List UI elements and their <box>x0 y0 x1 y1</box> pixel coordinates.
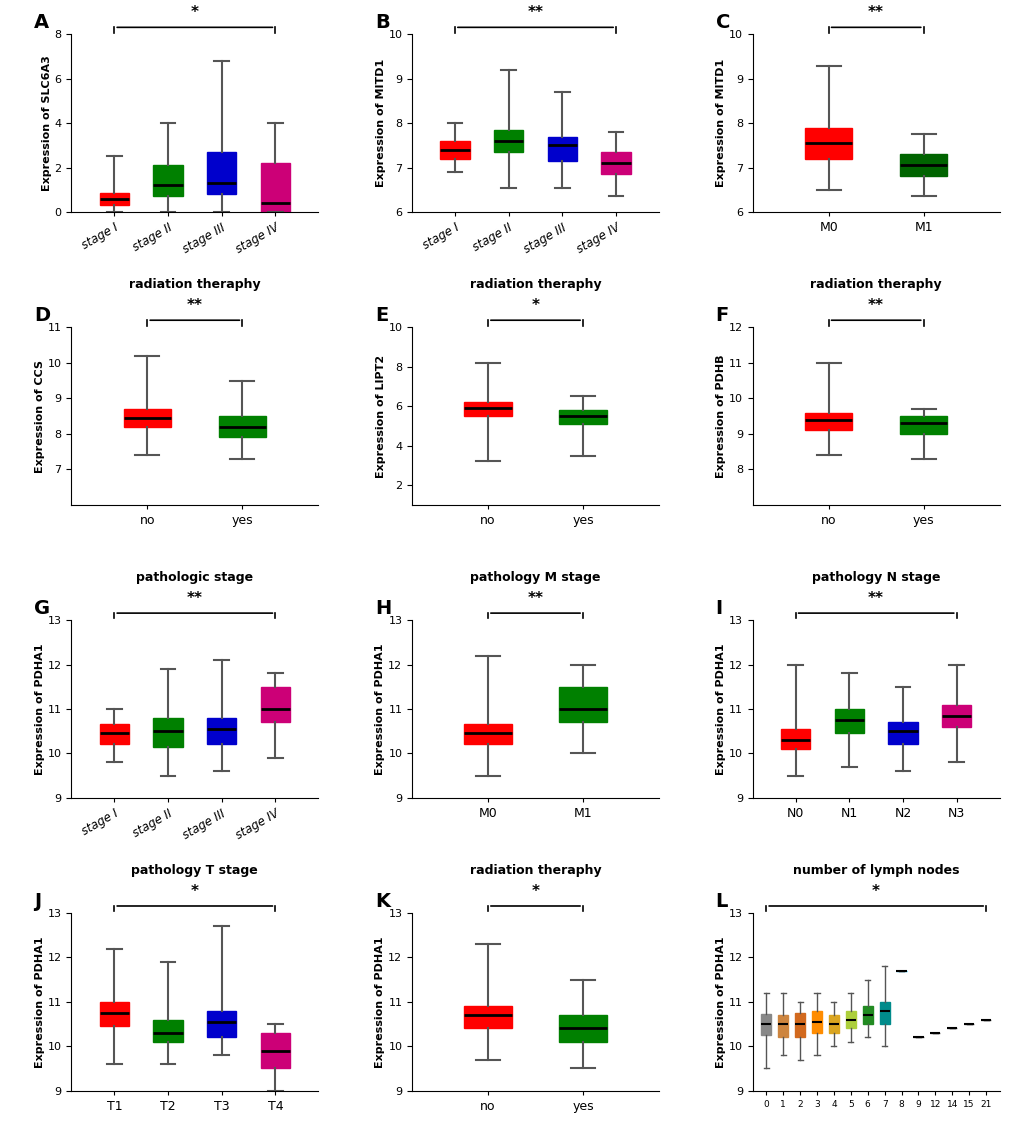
Y-axis label: Expression of CCS: Expression of CCS <box>35 359 45 473</box>
Title: radiation theraphy: radiation theraphy <box>469 279 601 292</box>
Y-axis label: Expression of LIPT2: Expression of LIPT2 <box>375 355 385 478</box>
PathPatch shape <box>207 152 236 194</box>
PathPatch shape <box>834 709 863 734</box>
Y-axis label: Expression of PDHA1: Expression of PDHA1 <box>715 936 726 1068</box>
Text: **: ** <box>527 591 543 606</box>
PathPatch shape <box>804 412 852 430</box>
Text: F: F <box>715 307 729 325</box>
PathPatch shape <box>440 141 470 158</box>
Text: A: A <box>35 13 50 32</box>
PathPatch shape <box>558 1015 606 1041</box>
PathPatch shape <box>464 724 512 744</box>
Y-axis label: Expression of PDHA1: Expression of PDHA1 <box>715 643 726 775</box>
Text: **: ** <box>867 6 883 21</box>
Text: **: ** <box>186 591 203 606</box>
PathPatch shape <box>100 193 129 205</box>
PathPatch shape <box>153 718 182 746</box>
Text: **: ** <box>527 6 543 21</box>
Title: pathology T stage: pathology T stage <box>131 864 258 877</box>
Y-axis label: Expression of PDHB: Expression of PDHB <box>715 355 726 478</box>
Text: I: I <box>715 599 722 618</box>
PathPatch shape <box>464 402 512 416</box>
PathPatch shape <box>493 130 523 152</box>
Y-axis label: Expression of MITD1: Expression of MITD1 <box>375 59 385 187</box>
PathPatch shape <box>804 127 852 158</box>
PathPatch shape <box>260 687 289 722</box>
Y-axis label: Expression of PDHA1: Expression of PDHA1 <box>35 936 45 1068</box>
Text: **: ** <box>867 298 883 313</box>
PathPatch shape <box>600 152 630 174</box>
PathPatch shape <box>153 165 182 196</box>
PathPatch shape <box>899 416 947 434</box>
Text: *: * <box>531 884 539 899</box>
Text: *: * <box>191 6 199 21</box>
Text: H: H <box>375 599 391 618</box>
PathPatch shape <box>123 409 171 427</box>
Title: pathologic stage: pathologic stage <box>137 572 253 584</box>
PathPatch shape <box>547 137 577 161</box>
PathPatch shape <box>153 1019 182 1041</box>
PathPatch shape <box>941 705 970 727</box>
Text: K: K <box>375 892 389 910</box>
Text: L: L <box>715 892 728 910</box>
Text: J: J <box>35 892 42 910</box>
PathPatch shape <box>100 724 129 744</box>
PathPatch shape <box>207 1010 236 1038</box>
PathPatch shape <box>899 154 947 177</box>
Text: B: B <box>375 13 389 32</box>
Text: E: E <box>375 307 388 325</box>
PathPatch shape <box>100 1002 129 1026</box>
Text: **: ** <box>186 298 203 313</box>
Y-axis label: Expression of SLC6A3: Expression of SLC6A3 <box>42 55 52 191</box>
PathPatch shape <box>218 416 266 437</box>
Text: *: * <box>531 298 539 313</box>
PathPatch shape <box>878 1002 889 1024</box>
Text: G: G <box>35 599 51 618</box>
Title: radiation theraphy: radiation theraphy <box>469 864 601 877</box>
PathPatch shape <box>260 1033 289 1069</box>
PathPatch shape <box>558 410 606 424</box>
PathPatch shape <box>811 1010 821 1033</box>
Text: *: * <box>191 884 199 899</box>
PathPatch shape <box>794 1013 804 1038</box>
Text: *: * <box>871 884 879 899</box>
PathPatch shape <box>781 729 810 748</box>
PathPatch shape <box>862 1007 872 1024</box>
PathPatch shape <box>828 1015 839 1033</box>
Y-axis label: Expression of PDHA1: Expression of PDHA1 <box>375 643 385 775</box>
Y-axis label: Expression of PDHA1: Expression of PDHA1 <box>35 643 45 775</box>
PathPatch shape <box>558 687 606 722</box>
Title: radiation theraphy: radiation theraphy <box>128 279 261 292</box>
Title: radiation theraphy: radiation theraphy <box>809 279 942 292</box>
PathPatch shape <box>777 1015 788 1038</box>
Title: pathology N stage: pathology N stage <box>811 572 940 584</box>
PathPatch shape <box>207 718 236 744</box>
Y-axis label: Expression of PDHA1: Expression of PDHA1 <box>375 936 385 1068</box>
Title: pathology M stage: pathology M stage <box>470 572 600 584</box>
PathPatch shape <box>845 1010 855 1029</box>
Y-axis label: Expression of MITD1: Expression of MITD1 <box>715 59 726 187</box>
PathPatch shape <box>260 163 289 212</box>
Text: C: C <box>715 13 730 32</box>
Text: D: D <box>35 307 51 325</box>
Title: number of lymph nodes: number of lymph nodes <box>792 864 959 877</box>
PathPatch shape <box>760 1015 770 1035</box>
PathPatch shape <box>888 722 917 744</box>
Text: **: ** <box>867 591 883 606</box>
PathPatch shape <box>464 1007 512 1029</box>
